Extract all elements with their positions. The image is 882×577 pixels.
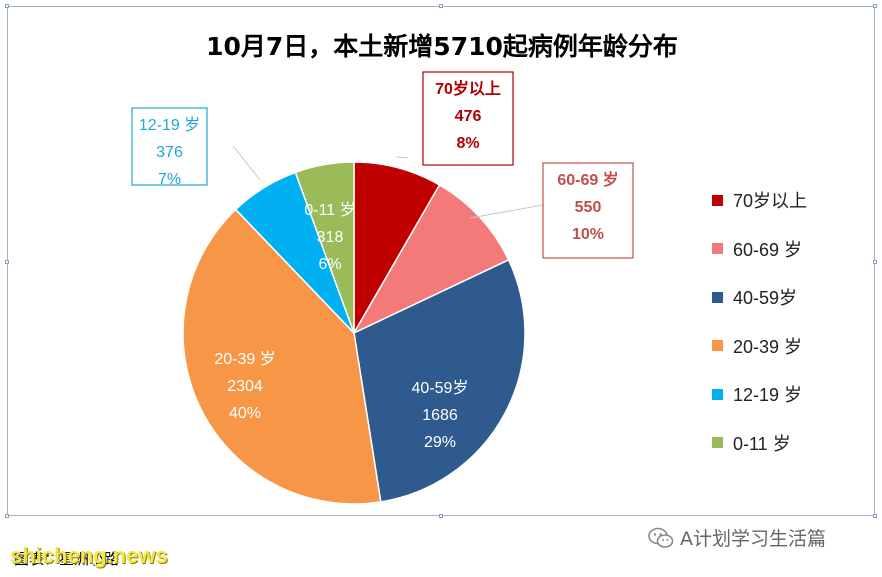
legend-item: 20-39 岁 [712, 322, 807, 371]
pie-slice [353, 258, 526, 503]
slice-category-label: 40-59岁 [412, 379, 469, 397]
chart-title: 10月7日，本土新增5710起病例年龄分布 [206, 32, 678, 61]
resize-handle[interactable] [873, 260, 877, 264]
slice-category-label: 0-11 岁 [304, 201, 355, 219]
slice-category-label: 20-39 岁 [214, 350, 275, 368]
slice-value-label: 1686 [422, 407, 458, 424]
slice-category-label: 60-69 岁 [557, 170, 618, 189]
slice-value-label: 318 [317, 229, 344, 246]
wechat-icon [648, 527, 674, 548]
legend-label: 40-59岁 [733, 288, 798, 309]
slice-percent-label: 10% [572, 226, 604, 243]
slice-percent-label: 40% [229, 405, 261, 422]
slice-percent-label: 8% [456, 135, 479, 152]
slice-value-label: 550 [575, 199, 602, 216]
wechat-account-name: A计划学习生活篇 [680, 528, 826, 550]
slice-percent-label: 29% [424, 434, 456, 451]
leader-line [395, 156, 409, 159]
slice-category-label: 70岁以上 [435, 79, 501, 98]
resize-handle[interactable] [5, 514, 9, 518]
legend-label: 12-19 岁 [733, 385, 803, 406]
legend-label: 20-39 岁 [733, 336, 803, 357]
wechat-account: A计划学习生活篇 [648, 524, 826, 551]
callout-box [422, 71, 514, 166]
callout-box [542, 162, 634, 259]
slice-percent-label: 6% [318, 256, 341, 273]
legend-item: 60-69 岁 [712, 225, 807, 274]
slice-value-label: 2304 [227, 378, 263, 395]
legend-label: 0-11 岁 [733, 433, 791, 454]
pie-slice [352, 183, 510, 335]
legend-swatch [712, 243, 723, 255]
slice-data-label: 12-19 岁 376 7% [131, 107, 261, 188]
slice-value-label: 376 [156, 144, 183, 161]
site-watermark: shicheng.news [10, 543, 168, 568]
slice-data-label: 40-59岁 1686 29% [412, 379, 469, 451]
leader-line [232, 145, 261, 181]
legend-swatch [712, 388, 723, 400]
leader-line [469, 204, 544, 219]
pie-slice [182, 208, 382, 505]
resize-handle[interactable] [5, 260, 9, 264]
legend-swatch [712, 194, 723, 206]
slice-data-label: 60-69 岁 550 10% [469, 162, 634, 259]
resize-handle[interactable] [439, 4, 443, 8]
legend-item: 70岁以上 [712, 176, 807, 225]
slice-data-label: 0-11 岁 318 6% [304, 201, 355, 273]
legend-swatch [712, 291, 723, 303]
slice-percent-label: 7% [158, 171, 181, 188]
resize-handle[interactable] [5, 4, 9, 8]
slice-value-label: 476 [455, 108, 482, 125]
legend-item: 12-19 岁 [712, 370, 807, 419]
slice-data-label: 20-39 岁 2304 40% [214, 350, 275, 422]
legend-swatch [712, 437, 723, 449]
chart-source: 图表：星洲小路 [14, 550, 120, 568]
pie-slice [294, 161, 355, 334]
legend-label: 60-69 岁 [733, 239, 803, 260]
resize-handle[interactable] [873, 4, 877, 8]
callout-box [131, 107, 208, 186]
legend-item: 0-11 岁 [712, 419, 807, 468]
chart-legend: 70岁以上 60-69 岁 40-59岁 20-39 岁 12-19 岁 0-11 岁 [712, 176, 807, 467]
legend-label: 70岁以上 [733, 191, 808, 212]
resize-handle[interactable] [873, 514, 877, 518]
legend-swatch [712, 340, 723, 352]
slice-category-label: 12-19 岁 [139, 116, 200, 134]
resize-handle[interactable] [439, 514, 443, 518]
slice-data-label: 70岁以上 476 8% [395, 71, 514, 166]
legend-item: 40-59岁 [712, 273, 807, 322]
pie-slice [353, 161, 441, 336]
